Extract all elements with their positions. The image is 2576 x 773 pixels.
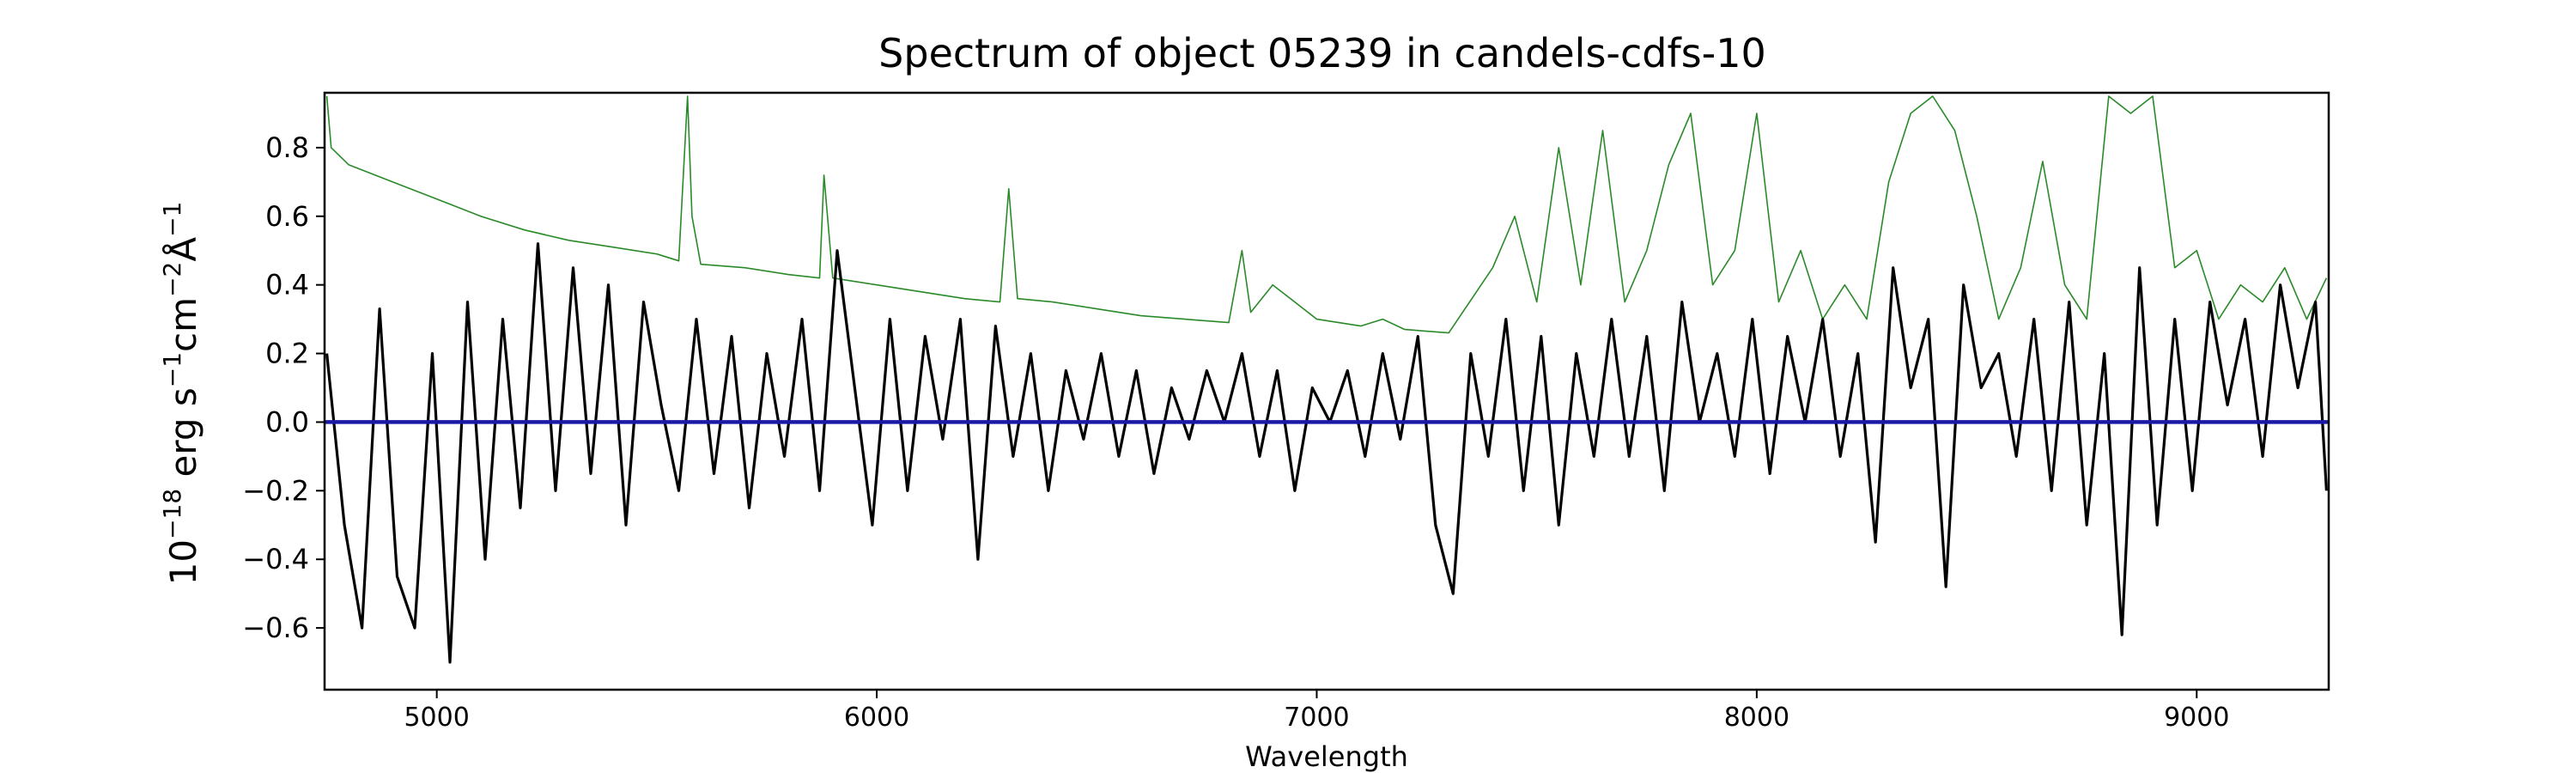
x-tick-label: 6000 bbox=[844, 703, 909, 733]
y-axis-label: 10−18 erg s−1cm−2Å−1 bbox=[158, 202, 204, 586]
y-axis-label-base: 10 bbox=[162, 539, 204, 585]
y-axis-label-unit3: Å bbox=[161, 237, 204, 262]
y-axis-label-unit2: cm bbox=[162, 297, 204, 352]
y-tick-label: 0.6 bbox=[265, 200, 309, 233]
x-tick-label: 7000 bbox=[1284, 703, 1349, 733]
x-axis-label: Wavelength bbox=[1245, 740, 1408, 773]
y-axis-label-unit1: erg s bbox=[162, 387, 204, 489]
plot-area bbox=[325, 95, 2329, 664]
y-axis-label-exp3: −2 bbox=[158, 262, 186, 297]
x-tick-label: 9000 bbox=[2164, 703, 2229, 733]
flux-spectrum-line bbox=[325, 242, 2328, 664]
error-spectrum-line bbox=[325, 95, 2328, 334]
y-tick-label: 0.8 bbox=[265, 131, 309, 164]
y-tick-label: −0.2 bbox=[242, 474, 309, 507]
y-axis-label-exp: −18 bbox=[158, 489, 186, 539]
y-tick-label: 0.4 bbox=[265, 269, 309, 301]
y-tick-label: 0.2 bbox=[265, 338, 309, 370]
y-tick-label: −0.6 bbox=[242, 612, 309, 644]
y-tick-label: −0.4 bbox=[242, 543, 309, 575]
plot-frame bbox=[323, 91, 2330, 691]
x-tick-label: 5000 bbox=[404, 703, 469, 733]
y-axis-label-exp4: −1 bbox=[158, 202, 186, 237]
x-tick-label: 8000 bbox=[1724, 703, 1789, 733]
y-axis-ticks: −0.6 −0.4 −0.2 0.0 0.2 0.4 0.6 0.8 bbox=[242, 131, 325, 644]
x-axis-ticks: 5000 6000 7000 8000 9000 bbox=[404, 690, 2229, 733]
y-axis-label-exp2: −1 bbox=[158, 352, 186, 387]
chart-title: Spectrum of object 05239 in candels-cdfs… bbox=[878, 30, 1766, 76]
y-tick-label: 0.0 bbox=[265, 405, 309, 438]
